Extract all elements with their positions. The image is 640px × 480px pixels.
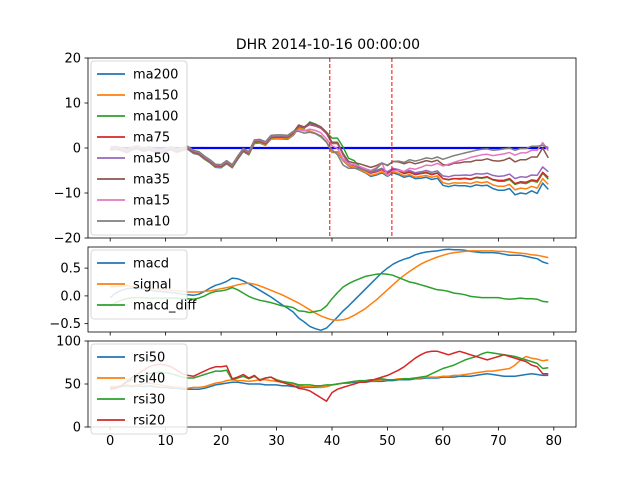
x-tick-label: 30 <box>268 434 285 449</box>
chart-title: DHR 2014-10-16 00:00:00 <box>236 37 420 53</box>
x-tick-label: 10 <box>157 434 174 449</box>
legend-label-ma75: ma75 <box>133 131 170 146</box>
x-tick-label: 80 <box>546 434 563 449</box>
legend-label-ma150: ma150 <box>133 89 178 104</box>
x-tick-label: 70 <box>490 434 507 449</box>
legend-label-rsi50: rsi50 <box>133 351 165 366</box>
y-tick-label: 0 <box>73 421 81 436</box>
y-tick-label: 0.5 <box>60 262 81 277</box>
legend-label-ma35: ma35 <box>133 173 170 188</box>
y-tick-label: −0.5 <box>49 317 81 332</box>
x-tick-label: 50 <box>379 434 396 449</box>
y-tick-label: −10 <box>54 187 81 202</box>
rsi-panel: 0 50 100 0 10 20 30 40 50 60 70 80 rsi50 rsi40 rsi30 rs… <box>56 335 577 449</box>
y-tick-label: 50 <box>64 378 81 393</box>
y-tick-label: 100 <box>56 335 81 350</box>
x-tick-label: 20 <box>213 434 230 449</box>
y-tick-label: 10 <box>64 97 81 112</box>
legend-box <box>90 60 188 236</box>
legend-label-rsi20: rsi20 <box>133 414 165 429</box>
y-tick-label: 0.0 <box>60 289 81 304</box>
y-tick-label: 0 <box>73 142 81 157</box>
legend-label-signal: signal <box>133 278 171 293</box>
x-tick-label: 60 <box>435 434 452 449</box>
legend-box <box>90 343 188 435</box>
legend-label-macd: macd <box>133 257 169 272</box>
legend-label-ma15: ma15 <box>133 194 170 209</box>
legend-label-ma100: ma100 <box>133 110 178 125</box>
y-tick-label: −20 <box>54 232 81 247</box>
legend-label-rsi30: rsi30 <box>133 393 165 408</box>
legend-box <box>90 249 188 320</box>
legend-label-ma200: ma200 <box>133 68 178 83</box>
legend-label-ma50: ma50 <box>133 152 170 167</box>
legend-label-macd_diff: macd_diff <box>133 299 197 314</box>
legend-label-rsi40: rsi40 <box>133 372 165 387</box>
legend-label-ma10: ma10 <box>133 215 170 230</box>
x-tick-label: 40 <box>324 434 341 449</box>
x-tick-label: 0 <box>106 434 114 449</box>
price-ma-panel: −20 −10 0 10 20 ma200 ma150 ma100 ma75 ma50 ma35 ma… <box>54 52 577 247</box>
macd-panel: −0.5 0.0 0.5 macd signal macd_diff <box>49 246 577 336</box>
y-tick-label: 20 <box>64 52 81 67</box>
